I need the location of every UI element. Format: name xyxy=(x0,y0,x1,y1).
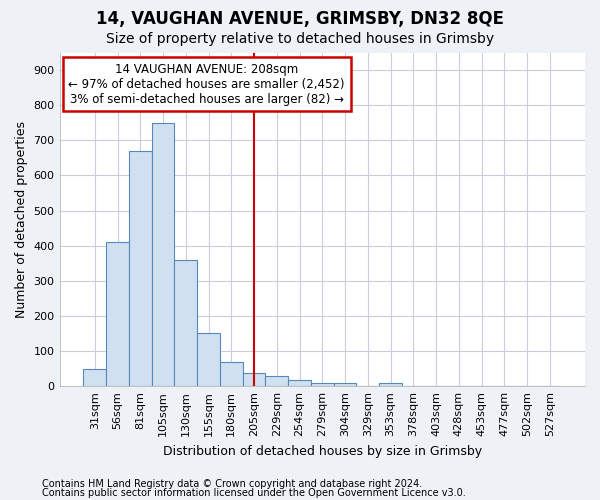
Bar xyxy=(334,384,356,386)
Bar xyxy=(242,373,265,386)
Bar xyxy=(106,242,129,386)
Bar xyxy=(197,334,220,386)
Text: Contains HM Land Registry data © Crown copyright and database right 2024.: Contains HM Land Registry data © Crown c… xyxy=(42,479,422,489)
Y-axis label: Number of detached properties: Number of detached properties xyxy=(15,121,28,318)
Bar xyxy=(311,382,334,386)
Bar xyxy=(129,151,152,386)
Bar xyxy=(379,382,402,386)
Text: Size of property relative to detached houses in Grimsby: Size of property relative to detached ho… xyxy=(106,32,494,46)
Bar xyxy=(175,260,197,386)
Bar xyxy=(265,376,288,386)
Text: Contains public sector information licensed under the Open Government Licence v3: Contains public sector information licen… xyxy=(42,488,466,498)
Bar xyxy=(83,370,106,386)
Bar xyxy=(220,362,242,386)
Bar xyxy=(288,380,311,386)
X-axis label: Distribution of detached houses by size in Grimsby: Distribution of detached houses by size … xyxy=(163,444,482,458)
Text: 14 VAUGHAN AVENUE: 208sqm
← 97% of detached houses are smaller (2,452)
3% of sem: 14 VAUGHAN AVENUE: 208sqm ← 97% of detac… xyxy=(68,62,345,106)
Bar xyxy=(152,124,175,386)
Text: 14, VAUGHAN AVENUE, GRIMSBY, DN32 8QE: 14, VAUGHAN AVENUE, GRIMSBY, DN32 8QE xyxy=(96,10,504,28)
